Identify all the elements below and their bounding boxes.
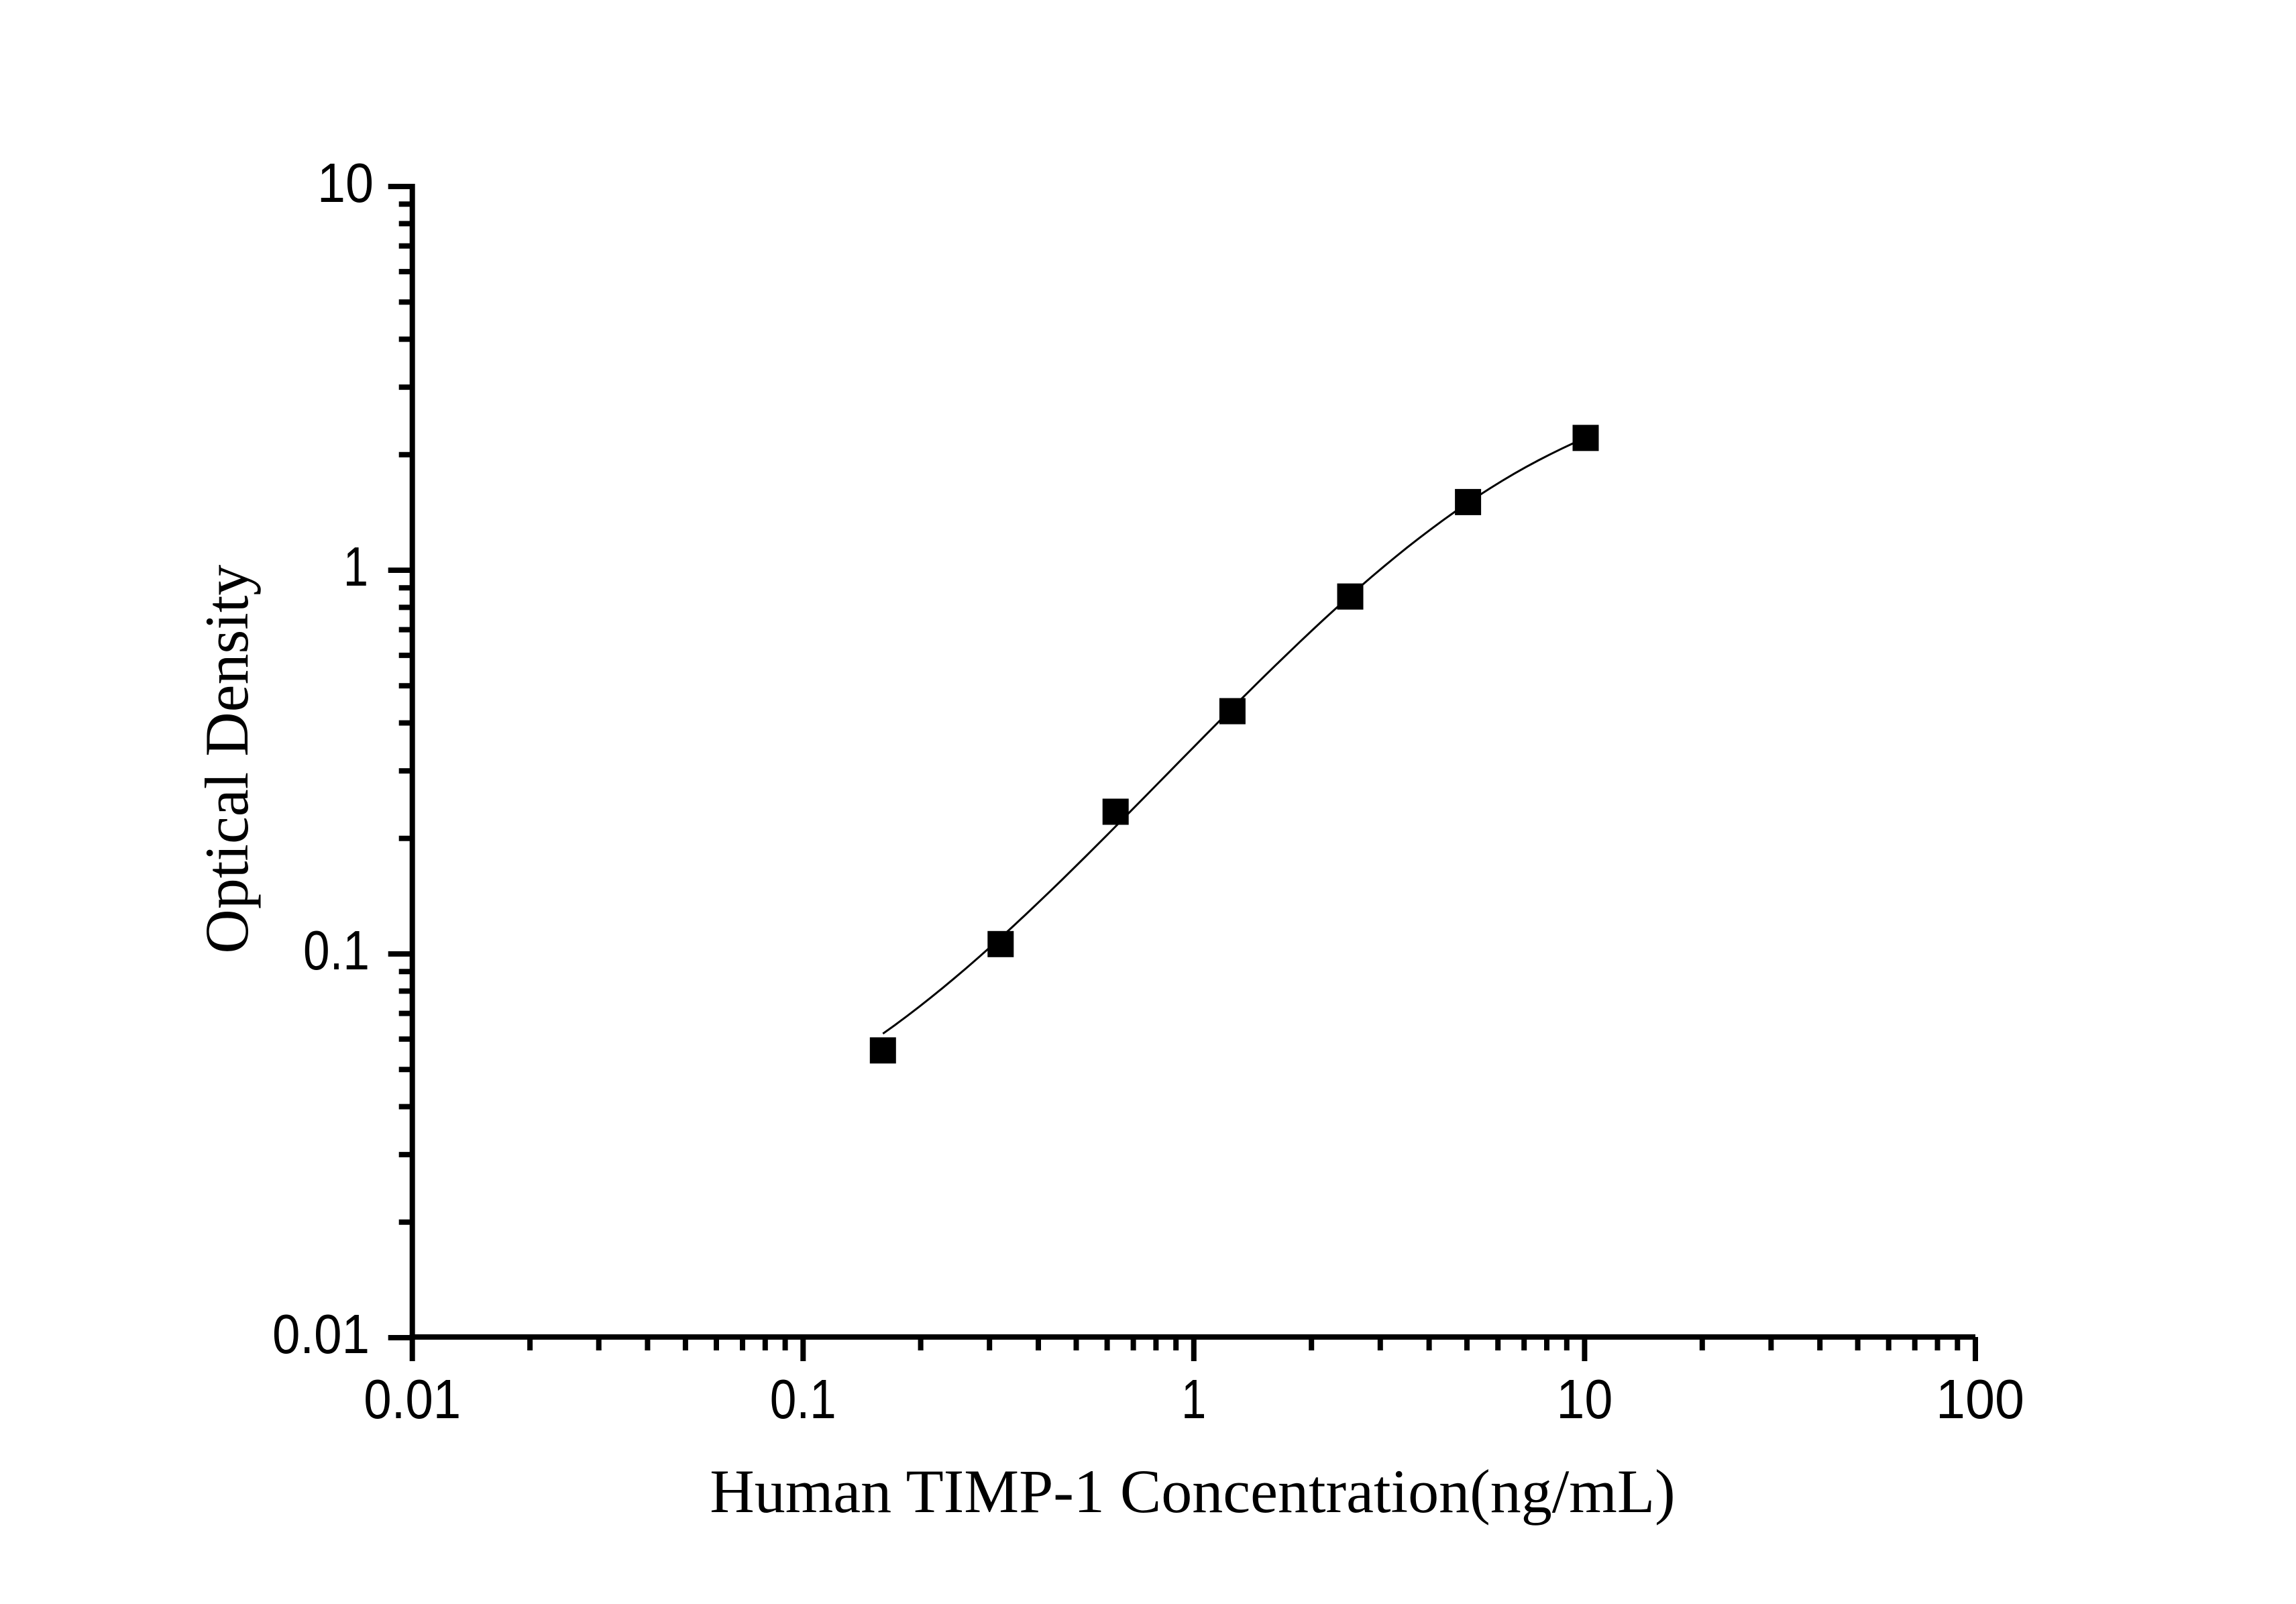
svg-text:1: 1 — [1181, 1368, 1206, 1430]
svg-text:Human TIMP-1 Concentration(ng/: Human TIMP-1 Concentration(ng/mL) — [710, 1457, 1675, 1526]
svg-text:100: 100 — [1936, 1368, 2024, 1430]
svg-text:0.1: 0.1 — [303, 919, 370, 981]
svg-text:10: 10 — [1556, 1368, 1612, 1430]
svg-text:0.01: 0.01 — [272, 1303, 370, 1365]
svg-text:Optical Density: Optical Density — [193, 565, 261, 954]
svg-text:0.01: 0.01 — [364, 1368, 461, 1430]
svg-text:0.1: 0.1 — [770, 1368, 836, 1430]
svg-text:10: 10 — [317, 152, 374, 214]
svg-text:1: 1 — [343, 535, 368, 598]
